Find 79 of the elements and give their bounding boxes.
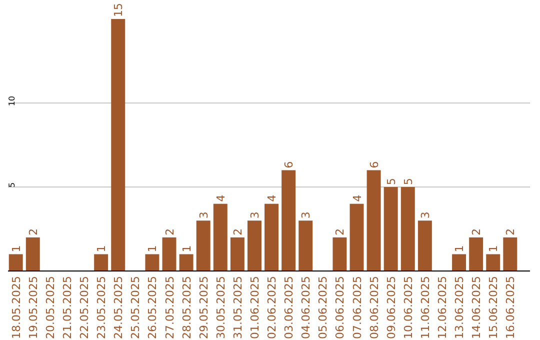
x-tick-label: 31.05.2025 [231,276,244,339]
x-tick-label: 18.05.2025 [10,276,23,339]
data-label: 1 [453,245,466,252]
x-tick-label: 20.05.2025 [44,276,57,339]
bar [350,204,364,271]
x-tick-label: 03.06.2025 [282,276,296,339]
data-label: 2 [26,228,40,236]
data-label: 4 [266,194,279,202]
data-label: 2 [163,228,176,236]
x-tick-label: 08.06.2025 [368,276,381,339]
x-tick-label: 16.06.2025 [504,276,518,339]
bar [26,237,40,271]
data-label: 3 [300,212,313,219]
x-tick-label: 19.05.2025 [26,276,40,339]
data-label: 1 [10,245,23,252]
data-label: 1 [95,245,108,252]
data-label: 3 [248,212,262,219]
bar [282,170,296,271]
x-tick-label: 26.05.2025 [146,276,160,339]
bar [196,220,210,271]
data-label: 2 [334,228,347,236]
data-label: 2 [231,228,244,236]
bar [486,254,500,271]
x-tick-label: 12.06.2025 [436,276,449,339]
bar [8,254,23,271]
x-tick-label: 10.06.2025 [402,276,415,339]
data-label: 4 [214,194,228,202]
data-label: 5 [384,178,398,185]
bar [264,204,279,271]
bar [145,254,160,271]
x-tick-label: 05.06.2025 [316,276,330,339]
data-label: 5 [402,178,415,185]
data-label: 15 [112,3,126,17]
bar [298,220,313,271]
x-tick-label: 07.06.2025 [350,276,364,339]
bar [366,170,381,271]
x-tick-label: 06.06.2025 [334,276,347,339]
data-label: 3 [197,212,210,219]
y-tick-label: 10 [8,96,17,106]
data-label: 4 [350,194,364,202]
bar [111,19,126,271]
bar [213,204,228,271]
x-tick-label: 21.05.2025 [60,276,74,339]
x-tick-label: 27.05.2025 [163,276,176,339]
bar [179,254,194,271]
bar [418,220,432,271]
x-tick-label: 14.06.2025 [470,276,484,339]
x-tick-label: 02.06.2025 [266,276,279,339]
data-label: 6 [282,161,296,168]
data-label: 2 [504,228,518,236]
x-tick-label: 13.06.2025 [453,276,466,339]
data-label: 1 [180,245,194,252]
data-label: 1 [487,245,500,252]
data-label: 6 [368,161,381,168]
bar [94,254,108,271]
bar [469,237,484,271]
x-tick-label: 01.06.2025 [248,276,262,339]
bar [247,220,262,271]
data-label: 2 [470,228,484,236]
x-tick-label: 30.05.2025 [214,276,228,339]
x-tick-label: 23.05.2025 [95,276,108,339]
x-tick-label: 11.06.2025 [418,276,432,339]
bar [332,237,347,271]
bar [230,237,244,271]
data-label: 3 [418,212,432,219]
bar [384,187,398,271]
x-tick-label: 24.05.2025 [112,276,126,339]
data-label: 1 [146,245,160,252]
x-tick-label: 28.05.2025 [180,276,194,339]
bar [400,187,415,271]
x-tick-label: 09.06.2025 [384,276,398,339]
bar [452,254,466,271]
bar [162,237,176,271]
x-tick-label: 22.05.2025 [78,276,92,339]
x-tick-label: 04.06.2025 [300,276,313,339]
x-tick-label: 29.05.2025 [197,276,210,339]
bar [503,237,518,271]
x-tick-label: 25.05.2025 [129,276,142,339]
x-tick-label: 15.06.2025 [487,276,500,339]
